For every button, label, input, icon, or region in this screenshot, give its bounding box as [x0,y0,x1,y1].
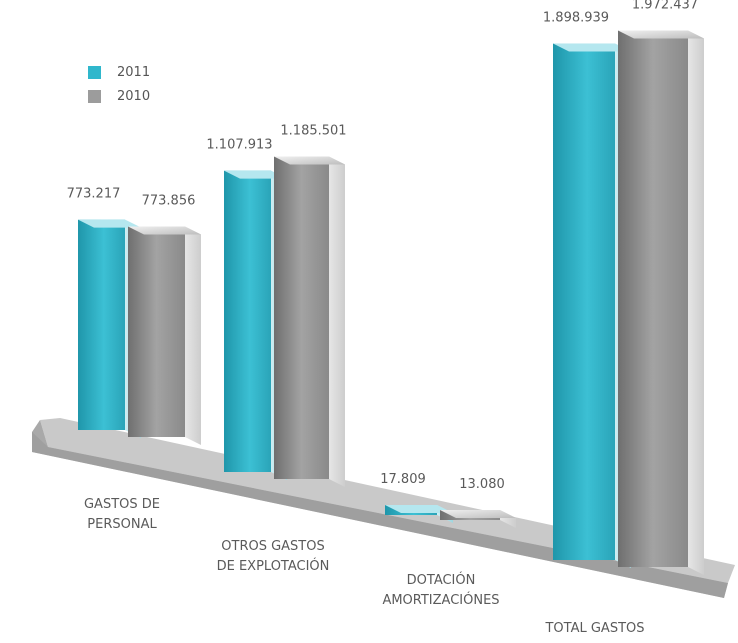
bar-side [688,30,704,576]
value-label-2011-1: 1.107.913 [206,138,272,153]
bar-side [185,226,201,445]
bar-front [78,219,125,430]
bar-2010-0 [128,226,201,445]
bar-2010-1 [274,156,345,487]
bar-2010-2 [440,510,516,528]
legend-swatch-2010 [88,89,101,103]
category-label-line: AMORTIZACIÓNES [382,592,499,608]
legend-swatch-2011 [88,65,101,79]
legend-item-2011: 2011 [88,60,150,84]
value-label-2010-3: 1.972.437 [632,0,698,12]
category-label-3: TOTAL GASTOS [544,621,644,636]
bar-front [128,226,185,437]
bar-top [618,30,704,39]
category-label-1: OTROS GASTOS DE EXPLOTACIÓN [217,539,330,574]
category-label-line: DOTACIÓN [407,572,476,588]
bar-front [553,43,615,561]
legend-item-2010: 2010 [88,84,150,108]
category-label-line: TOTAL GASTOS [544,621,644,636]
value-label-2011-0: 773.217 [67,187,121,202]
bar-top [78,219,141,228]
category-label-line: GASTOS DE [84,497,160,512]
bar-2010-3 [618,30,704,576]
legend-label-2010: 2010 [117,88,151,104]
value-label-2010-1: 1.185.501 [280,124,346,139]
legend: 2011 2010 [88,60,150,108]
bar-top [553,43,631,52]
bar-top [224,170,287,179]
bar-front [618,30,688,568]
bar-top [440,510,516,518]
value-label-2011-3: 1.898.939 [543,10,609,25]
category-label-0: GASTOS DE PERSONAL [84,497,160,532]
category-label-line: DE EXPLOTACIÓN [217,558,330,574]
bar-front [224,170,271,473]
bar-side [329,156,345,487]
value-label-2011-2: 17.809 [380,472,426,487]
category-label-line: OTROS GASTOS [221,539,324,554]
value-label-2010-0: 773.856 [142,194,196,209]
bar-top [128,226,201,235]
bar-top [385,505,453,513]
category-label-2: DOTACIÓN AMORTIZACIÓNES [382,572,499,608]
legend-label-2011: 2011 [117,64,151,80]
value-label-2010-2: 13.080 [459,477,505,492]
bar-front [274,156,329,479]
category-label-line: PERSONAL [87,517,157,532]
bar-top [274,156,345,165]
